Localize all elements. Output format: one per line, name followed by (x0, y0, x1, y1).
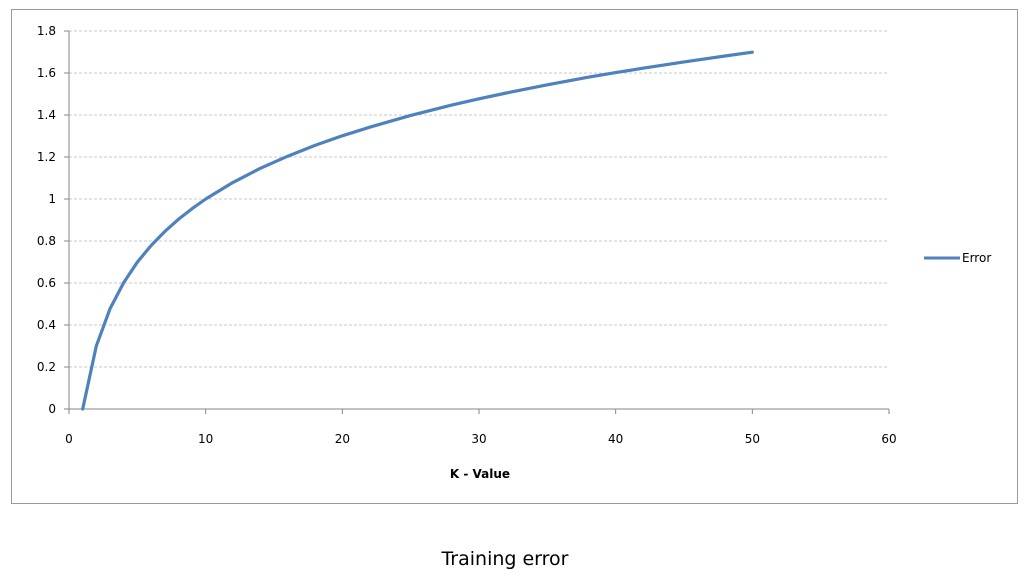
tick-labels: 0 0.2 0.4 0.6 0.8 1 1.2 1.4 1.6 1.8 0 10 20 30 40 50 60 (37, 24, 897, 446)
y-tick-label-1: 0.2 (37, 360, 56, 374)
x-tick-label-2: 20 (335, 432, 350, 446)
y-tick-label-5: 1 (48, 192, 56, 206)
y-tick-label-3: 0.6 (37, 276, 56, 290)
figure-caption: Training error (441, 548, 569, 570)
y-tick-label-6: 1.2 (37, 150, 56, 164)
x-axis-title: K - Value (450, 467, 510, 481)
y-tick-label-9: 1.8 (37, 24, 56, 38)
chart-frame: 0 0.2 0.4 0.6 0.8 1 1.2 1.4 1.6 1.8 0 10 20 30 40 50 60 … (11, 9, 1018, 504)
y-tick-label-7: 1.4 (37, 108, 56, 122)
series-line-error (81, 50, 754, 411)
legend: Error (924, 251, 991, 265)
y-tick-label-8: 1.6 (37, 66, 56, 80)
y-tick-label-0: 0 (48, 402, 56, 416)
axes (64, 30, 890, 414)
x-tick-label-5: 50 (745, 432, 760, 446)
legend-label-error: Error (962, 251, 991, 265)
series-layer (81, 50, 754, 411)
line-chart: 00.20.40.60.811.21.41.61.80 10 20 30 40 50 60 … (37, 24, 991, 481)
y-tick-label-4: 0.8 (37, 234, 56, 248)
x-tick-label-4: 40 (608, 432, 623, 446)
x-tick-label-3: 30 (471, 432, 486, 446)
y-tick-label-2: 0.4 (37, 318, 56, 332)
x-tick-label-1: 10 (198, 432, 213, 446)
x-tick-label-0: 0 (65, 432, 73, 446)
x-tick-label-6: 60 (881, 432, 896, 446)
gridlines (69, 30, 889, 368)
